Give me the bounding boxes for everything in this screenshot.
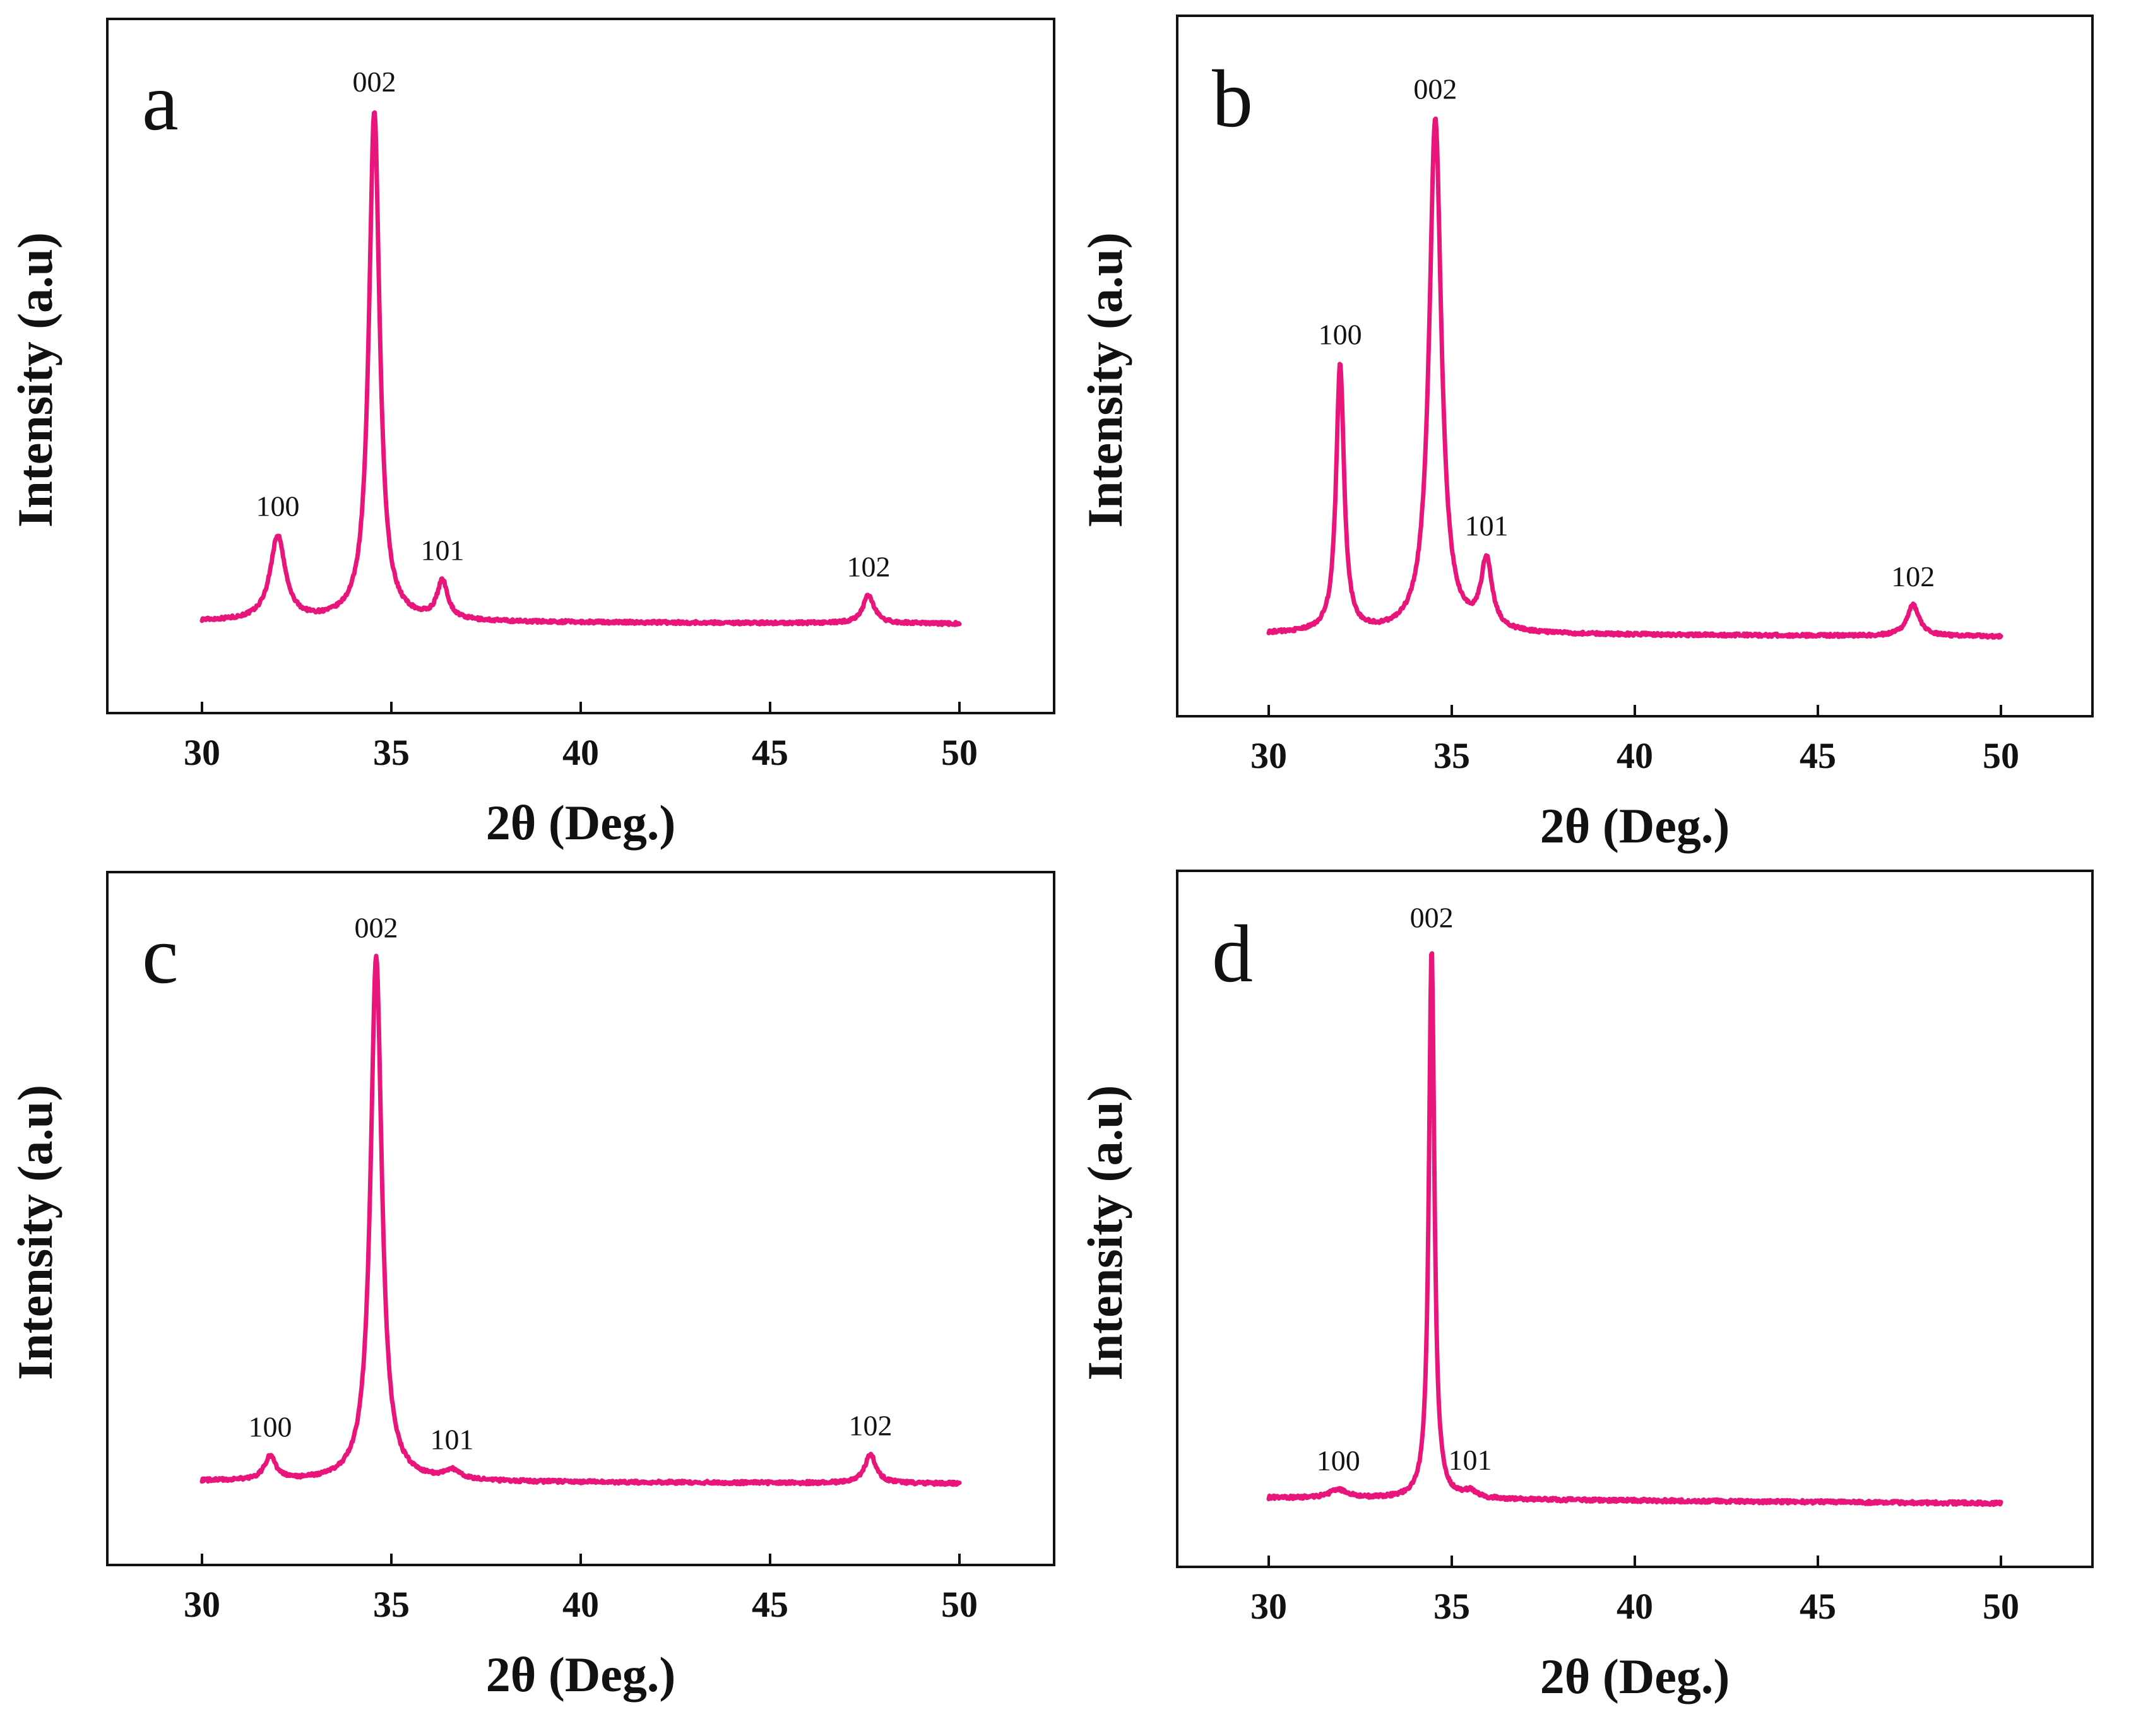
panel-c: 30 35 40 45 50 2θ (Deg.) Intensity (a.u) c 100 00… — [8, 871, 1055, 1702]
x-axis-label: 2θ (Deg.) — [486, 795, 676, 850]
panel-letter: a — [142, 57, 179, 148]
peak-label: 102 — [849, 1410, 893, 1442]
plot-frame — [1176, 15, 2094, 717]
panel-letter: b — [1212, 54, 1253, 145]
x-tick-label: 35 — [1433, 735, 1470, 776]
x-tick-label: 40 — [1617, 735, 1653, 776]
x-axis-label: 2θ (Deg.) — [1540, 798, 1730, 853]
xrd-trace — [1266, 951, 2003, 1508]
x-tick-label: 50 — [941, 732, 978, 773]
y-axis-label: Intensity (a.u) — [1077, 1085, 1132, 1381]
peak-label: 101 — [421, 534, 465, 566]
x-tick-label: 30 — [1250, 1586, 1287, 1627]
x-tick-label: 45 — [752, 732, 788, 773]
plot-frame — [1176, 870, 2094, 1568]
panel-letter: c — [142, 910, 179, 1001]
x-tick-label: 50 — [941, 1584, 978, 1625]
x-axis-label: 2θ (Deg.) — [1540, 1649, 1730, 1704]
x-tick-label: 35 — [373, 732, 410, 773]
panel-d: 30 35 40 45 50 2θ (Deg.) Intensity (a.u) d 100 00… — [1077, 870, 2094, 1704]
x-tick-label: 40 — [562, 1584, 599, 1625]
peak-label: 002 — [1413, 73, 1457, 105]
panel-b: 30 35 40 45 50 2θ (Deg.) Intensity (a.u) b 100 00… — [1077, 15, 2094, 853]
peak-label: 100 — [1317, 1444, 1360, 1477]
x-tick-label: 35 — [1433, 1586, 1470, 1627]
y-axis-label: Intensity (a.u) — [1077, 232, 1132, 528]
x-tick-label: 50 — [1983, 1586, 2019, 1627]
x-tick-label: 30 — [184, 732, 220, 773]
x-tick-label: 30 — [184, 1584, 220, 1625]
x-axis-label: 2θ (Deg.) — [486, 1647, 676, 1702]
peak-label: 101 — [1465, 510, 1509, 542]
peak-label: 101 — [430, 1424, 474, 1456]
xrd-trace — [199, 954, 962, 1487]
x-tick-label: 45 — [1800, 1586, 1836, 1627]
peak-label: 100 — [1319, 318, 1362, 350]
x-tick-label: 40 — [562, 732, 599, 773]
x-tick-label: 50 — [1983, 735, 2019, 776]
panel-a: 30 35 40 45 50 2θ (Deg.) Intensity (a.u) a 100 00… — [8, 18, 1055, 850]
peak-label: 102 — [847, 550, 891, 582]
peak-label: 100 — [256, 490, 300, 523]
x-tick-label: 30 — [1250, 735, 1287, 776]
peak-label: 002 — [1410, 902, 1454, 934]
peak-label: 101 — [1449, 1444, 1492, 1476]
x-tick-label: 45 — [1800, 735, 1836, 776]
xrd-trace — [1266, 116, 2003, 640]
peak-label: 102 — [1891, 560, 1935, 593]
y-axis-label: Intensity (a.u) — [8, 232, 62, 528]
x-tick-label: 35 — [373, 1584, 410, 1625]
peak-label: 100 — [249, 1410, 292, 1443]
x-tick-label: 45 — [752, 1584, 788, 1625]
x-tick-label: 40 — [1617, 1586, 1653, 1627]
panel-letter: d — [1212, 909, 1253, 1000]
peak-label: 002 — [353, 66, 396, 98]
xrd-trace — [199, 110, 962, 627]
peak-label: 002 — [355, 912, 398, 944]
plot-frame — [106, 871, 1055, 1566]
y-axis-label: Intensity (a.u) — [8, 1085, 62, 1380]
